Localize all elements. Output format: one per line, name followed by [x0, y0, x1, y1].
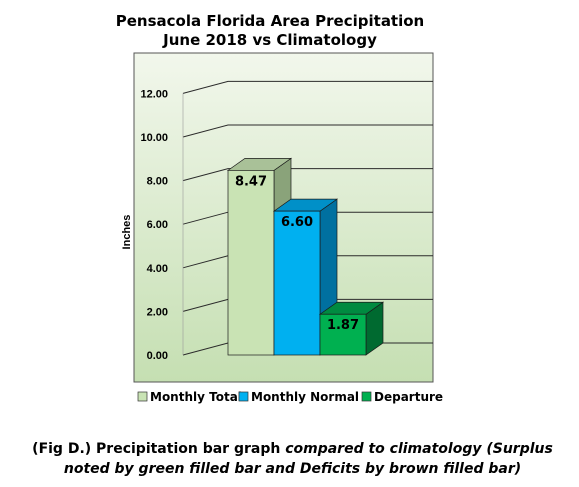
gridline	[182, 124, 433, 138]
y-tick-label: 6.00	[147, 219, 168, 231]
legend-label: Monthly Normal	[251, 390, 359, 404]
y-axis-ticks: 0.00 2.00 4.00 6.00 8.00 10.00 12.00	[140, 88, 168, 362]
y-tick-label: 10.00	[140, 132, 168, 144]
chart-title-line1: Pensacola Florida Area Precipitation	[116, 12, 424, 30]
y-tick-label: 8.00	[147, 176, 168, 188]
legend: Monthly Total Monthly Normal Departure	[137, 390, 443, 404]
legend-swatch	[137, 391, 148, 402]
bar-front	[227, 170, 275, 356]
data-label: 1.87	[327, 318, 359, 333]
caption-lead: (Fig D.) Precipitation bar graph	[32, 441, 281, 457]
legend-swatch	[361, 391, 372, 402]
data-label: 6.60	[281, 215, 313, 230]
y-tick-label: 0.00	[147, 350, 168, 362]
legend-label: Departure	[374, 390, 443, 404]
y-tick-label: 4.00	[147, 263, 168, 275]
chart-title-line2: June 2018 vs Climatology	[162, 31, 377, 49]
legend-swatch	[238, 391, 249, 402]
legend-label: Monthly Total	[150, 390, 242, 404]
data-label: 8.47	[235, 174, 267, 189]
bar-front	[319, 313, 367, 356]
bar-departure: 1.87	[318, 301, 385, 356]
y-axis-label: Inches	[121, 215, 133, 250]
gridline	[182, 80, 433, 94]
y-tick-label: 12.00	[140, 88, 168, 100]
gridline	[182, 168, 433, 182]
caption-rest: compared to climatology (Surplus noted b…	[63, 441, 553, 477]
bar-front	[273, 210, 321, 356]
figure-caption: (Fig D.) Precipitation bar graph compare…	[20, 439, 565, 479]
bars: 8.47 6.60 1.87	[226, 157, 385, 356]
y-tick-label: 2.00	[147, 306, 168, 318]
